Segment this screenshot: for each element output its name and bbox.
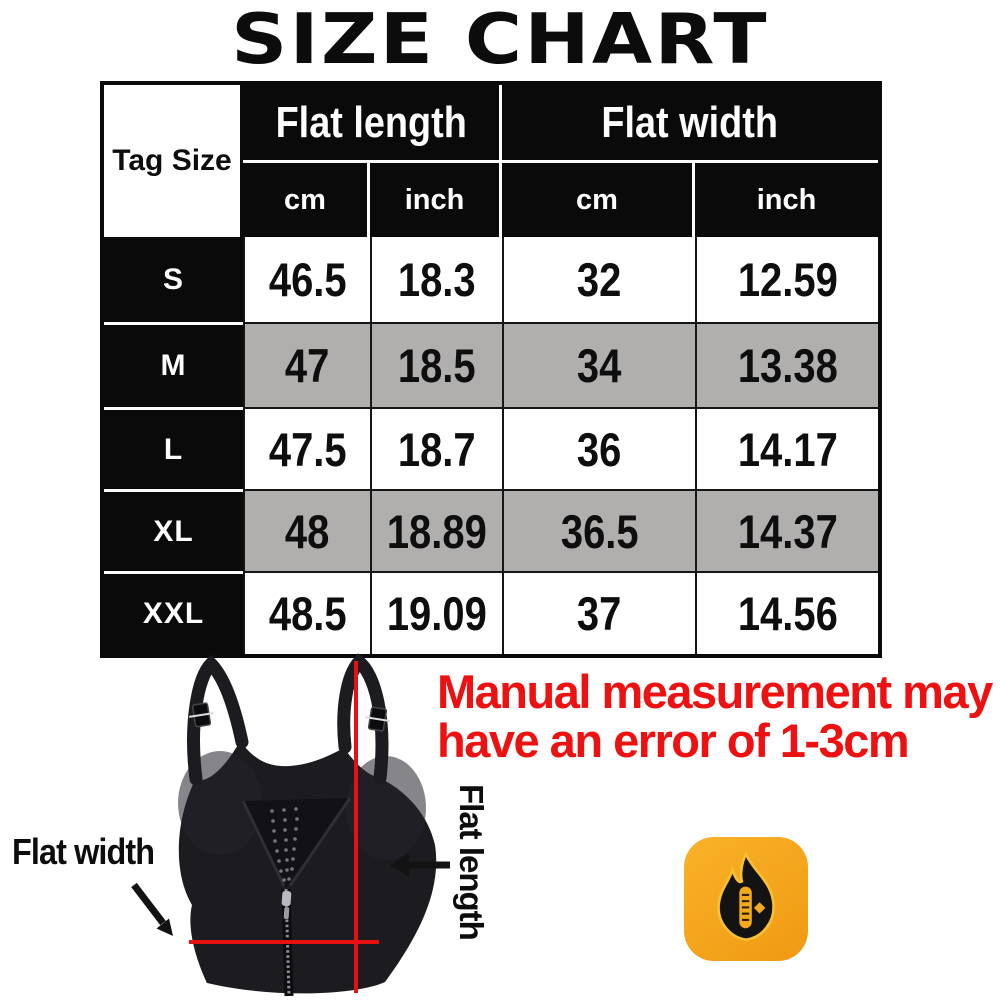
strap-adjuster bbox=[188, 702, 214, 728]
unit-header-inch: inch bbox=[370, 163, 502, 237]
flat-width-label: Flat width bbox=[12, 831, 155, 872]
flat-width-measure-line bbox=[189, 940, 379, 944]
data-cell: 14.37 bbox=[695, 489, 878, 571]
data-cell: 32 bbox=[502, 237, 695, 322]
strap-adjuster bbox=[364, 706, 390, 732]
measurement-note: Manual measurement may have an error of … bbox=[437, 665, 993, 767]
data-cell: 47.5 bbox=[243, 407, 370, 489]
flat-length-label: Flat length bbox=[453, 784, 490, 940]
row-label-s: S bbox=[104, 237, 243, 322]
flat-length-arrow-icon bbox=[390, 853, 450, 877]
data-cell: 12.59 bbox=[695, 237, 878, 322]
measurement-note-line2: have an error of 1-3cm bbox=[437, 714, 910, 767]
row-label-l: L bbox=[104, 407, 243, 489]
zipper-pull bbox=[281, 890, 292, 920]
size-table: Tag Size Flat length Flat width cm inch … bbox=[100, 81, 882, 658]
data-cell: 47 bbox=[243, 322, 370, 407]
row-label-xxl: XXL bbox=[104, 571, 243, 654]
data-cell: 19.09 bbox=[370, 571, 502, 654]
heat-flame-icon bbox=[684, 837, 808, 961]
table-corner-header: Tag Size bbox=[104, 85, 243, 237]
data-cell: 34 bbox=[502, 322, 695, 407]
data-cell: 14.17 bbox=[695, 407, 878, 489]
unit-header-cm: cm bbox=[502, 163, 695, 237]
unit-header-cm: cm bbox=[243, 163, 370, 237]
flat-width-arrow-icon bbox=[131, 882, 173, 936]
data-cell: 18.5 bbox=[370, 322, 502, 407]
data-cell: 18.89 bbox=[370, 489, 502, 571]
waist-trainer-vest-illustration bbox=[178, 653, 437, 997]
data-cell: 48.5 bbox=[243, 571, 370, 654]
column-group-flat-length: Flat length bbox=[243, 85, 502, 163]
data-cell: 37 bbox=[502, 571, 695, 654]
data-cell: 48 bbox=[243, 489, 370, 571]
data-cell: 14.56 bbox=[695, 571, 878, 654]
row-label-m: M bbox=[104, 322, 243, 407]
data-cell: 46.5 bbox=[243, 237, 370, 322]
data-cell: 13.38 bbox=[695, 322, 878, 407]
data-cell: 36.5 bbox=[502, 489, 695, 571]
page-title: SIZE CHART bbox=[231, 0, 769, 80]
measurement-note-line1: Manual measurement may bbox=[437, 665, 993, 718]
column-group-flat-width: Flat width bbox=[502, 85, 878, 163]
hook-eye-dots bbox=[270, 807, 299, 882]
unit-header-inch: inch bbox=[695, 163, 878, 237]
data-cell: 36 bbox=[502, 407, 695, 489]
flat-length-measure-line bbox=[354, 661, 358, 993]
data-cell: 18.3 bbox=[370, 237, 502, 322]
data-cell: 18.7 bbox=[370, 407, 502, 489]
row-label-xl: XL bbox=[104, 489, 243, 571]
